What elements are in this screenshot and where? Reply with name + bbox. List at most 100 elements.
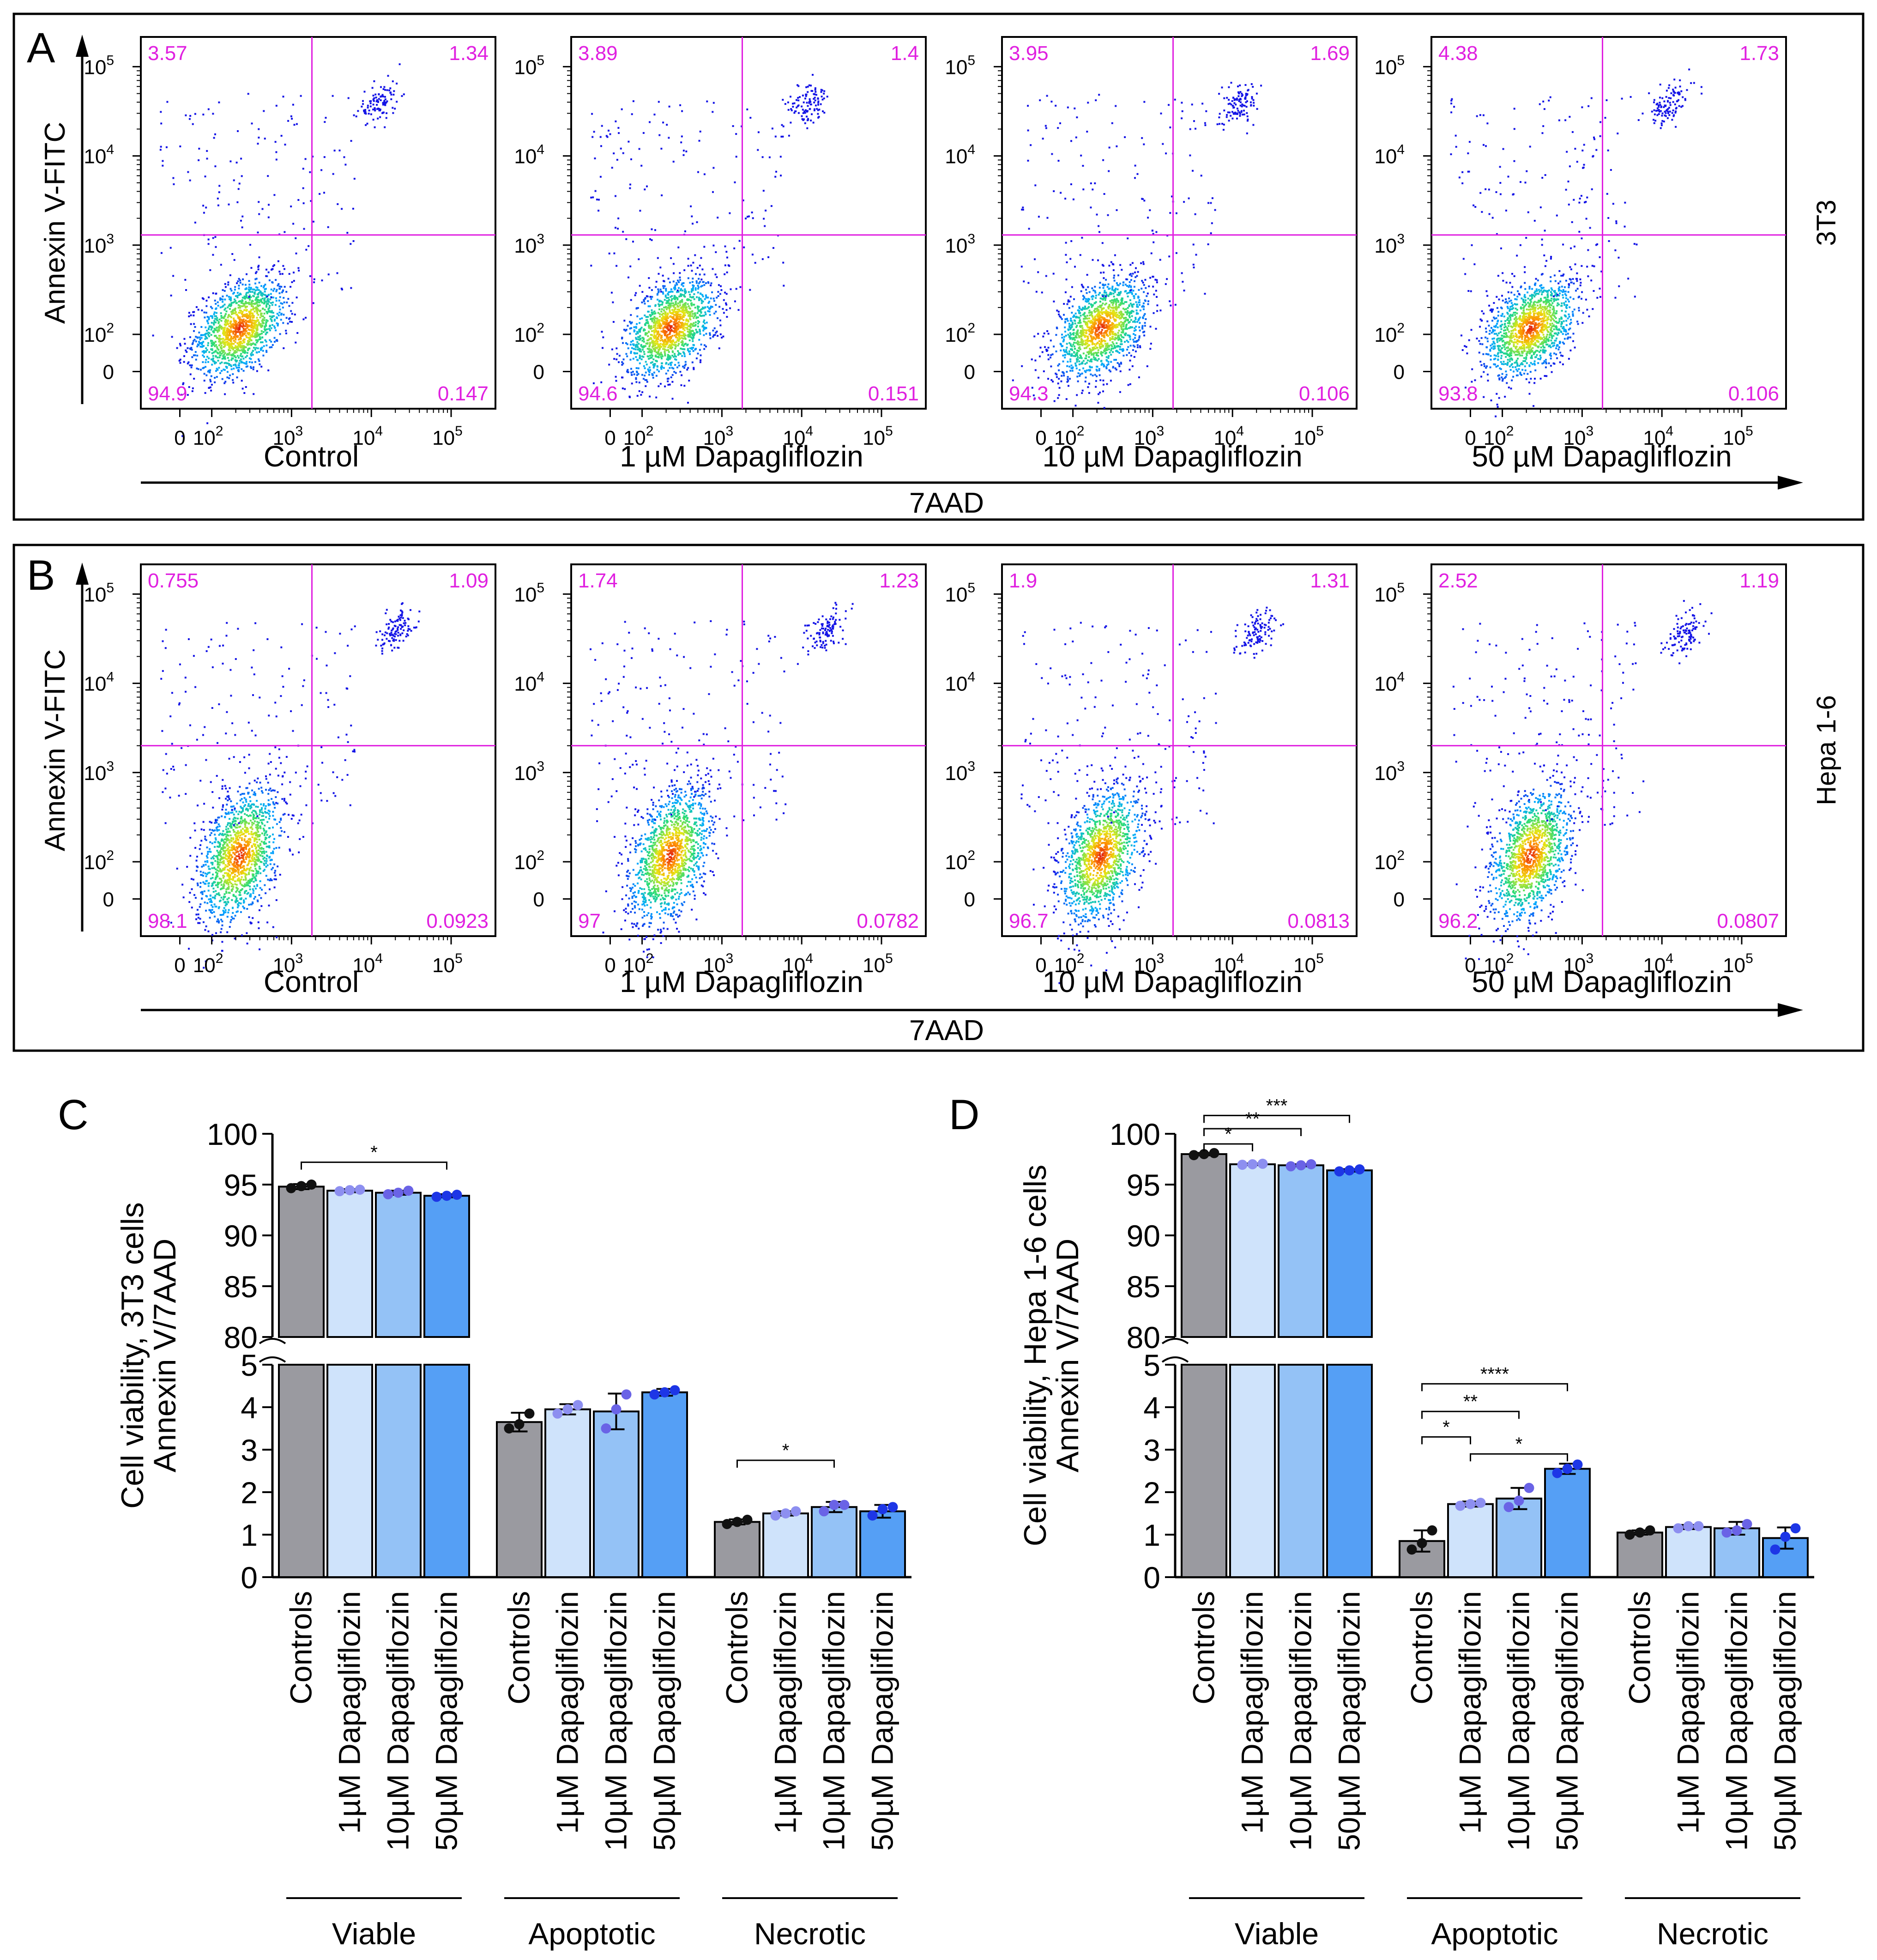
x-tick-label: 0 <box>1465 954 1476 977</box>
y-axis-label-line2: Annexin V/7AAD <box>147 1239 182 1473</box>
y-arrow-head <box>76 563 89 585</box>
bar-lower <box>1326 1364 1373 1578</box>
bar <box>1278 1164 1324 1338</box>
y-tick-label: 102 <box>84 321 114 346</box>
y-tick-label: 104 <box>84 142 114 168</box>
group-label: Viable <box>332 1917 416 1951</box>
x-tick-label: 103 <box>273 423 303 449</box>
data-point <box>1417 1538 1427 1549</box>
data-point <box>732 1517 742 1527</box>
scatter-dots <box>152 63 405 437</box>
x-tick-label: 103 <box>703 951 734 977</box>
bar-lower <box>1278 1364 1324 1578</box>
x-arrow-head <box>1778 476 1803 490</box>
category-label: 1µM Dapagliflozin <box>768 1591 803 1834</box>
flow-plot-1: 0.755 1.09 98.1 0.0923 105 104 103 102 0 0 102 103 1… <box>84 563 496 998</box>
quadrant-upper-right: 1.73 <box>1739 42 1779 65</box>
x-tick-label: 103 <box>1563 423 1594 449</box>
x-tick-label: 103 <box>1134 951 1165 977</box>
flow-plot-3: 3.95 1.69 94.3 0.106 105 104 103 102 0 0 102 103 104… <box>945 36 1358 473</box>
x-tick-label: 102 <box>623 951 654 977</box>
quadrant-lower-right: 0.151 <box>868 382 919 405</box>
flow-plot-1: 3.57 1.34 94.9 0.147 105 104 103 102 0 0 102 103 104… <box>84 36 496 473</box>
category-label: 10µM Dapagliflozin <box>1502 1591 1536 1851</box>
axis-break-mark <box>1161 1356 1189 1363</box>
data-point <box>1683 1521 1694 1531</box>
bar <box>423 1195 470 1338</box>
category-label: 50µM Dapagliflozin <box>1550 1591 1584 1851</box>
plot-frame <box>570 36 927 410</box>
data-point <box>1524 1482 1534 1493</box>
x-tick-label: 102 <box>193 423 223 449</box>
data-point <box>877 1504 888 1514</box>
data-point <box>1721 1527 1732 1538</box>
bar <box>1229 1163 1276 1338</box>
significance-bracket: **** <box>1421 1364 1568 1391</box>
data-point <box>670 1385 680 1396</box>
y-tick-label: 3 <box>241 1433 258 1467</box>
y-tick-label: 104 <box>514 670 544 696</box>
data-point <box>1645 1525 1655 1536</box>
bar <box>326 1190 373 1338</box>
bar <box>1447 1503 1494 1579</box>
x-tick-label: 103 <box>1134 423 1165 449</box>
flow-panel-B: B Annexin V-FITC 7AAD Hepa 1-6 0.755 1.09 98.1… <box>12 544 1865 1052</box>
quadrant-lower-left: 98.1 <box>148 910 187 932</box>
axis-break-mark <box>1161 1338 1189 1344</box>
bar <box>811 1506 857 1578</box>
y-tick-label: 102 <box>514 848 544 874</box>
data-point <box>355 1185 365 1195</box>
y-tick-label: 3 <box>1143 1433 1160 1467</box>
data-point <box>1247 1159 1258 1169</box>
quadrant-upper-right: 1.69 <box>1310 42 1350 65</box>
panel-letter: A <box>27 24 55 72</box>
data-point <box>659 1387 670 1397</box>
category-label: Controls <box>502 1591 536 1705</box>
data-point <box>1334 1166 1345 1177</box>
y-tick-label: 0 <box>103 361 114 384</box>
y-tick-label: 102 <box>84 848 114 874</box>
data-point <box>452 1190 462 1200</box>
data-point <box>1189 1150 1199 1161</box>
y-tick-label: 102 <box>1374 848 1405 874</box>
data-point <box>306 1180 317 1190</box>
group-label: Necrotic <box>1657 1917 1768 1951</box>
y-tick-label: 105 <box>84 53 114 79</box>
y-tick-label: 102 <box>945 321 975 346</box>
plot-frame <box>1430 36 1787 410</box>
data-point <box>504 1423 514 1434</box>
scatter-dots <box>1450 68 1703 417</box>
flow-plot-3: 1.9 1.31 96.7 0.0813 105 104 103 102 0 0 102 103 104… <box>945 563 1358 998</box>
x-tick-label: 103 <box>1563 951 1594 977</box>
y-tick-label: 2 <box>1143 1476 1160 1510</box>
quadrant-upper-right: 1.34 <box>449 42 489 65</box>
bracket-line <box>1421 1410 1520 1419</box>
panel-frame <box>12 544 1865 1052</box>
bar-lower <box>1181 1364 1227 1578</box>
cell-line-label: 3T3 <box>1811 200 1841 246</box>
data-point <box>722 1519 732 1529</box>
y-tick-label: 104 <box>84 670 114 696</box>
y-tick-label: 104 <box>945 142 975 168</box>
y-tick-label: 105 <box>945 580 975 606</box>
quadrant-upper-left: 2.52 <box>1438 569 1478 592</box>
y-axis-label-line2: Annexin V/7AAD <box>1050 1239 1085 1473</box>
axis-break-mark <box>259 1356 286 1363</box>
group-label: Necrotic <box>754 1917 866 1951</box>
y-tick-label: 105 <box>1374 580 1405 606</box>
data-point <box>524 1408 535 1419</box>
bar <box>544 1408 591 1579</box>
category-label: 10µM Dapagliflozin <box>381 1591 415 1851</box>
data-point <box>742 1514 753 1525</box>
y-tick-label: 80 <box>224 1320 258 1355</box>
quadrant-upper-left: 1.74 <box>578 569 618 592</box>
data-point <box>791 1506 801 1517</box>
bar-lower <box>326 1364 373 1578</box>
bracket-line <box>1203 1143 1253 1151</box>
category-label: 1µM Dapagliflozin <box>1235 1591 1269 1834</box>
x-tick-label: 104 <box>783 951 813 977</box>
data-point <box>1427 1525 1437 1536</box>
data-point <box>1790 1523 1801 1534</box>
y-tick-label: 103 <box>945 231 975 257</box>
